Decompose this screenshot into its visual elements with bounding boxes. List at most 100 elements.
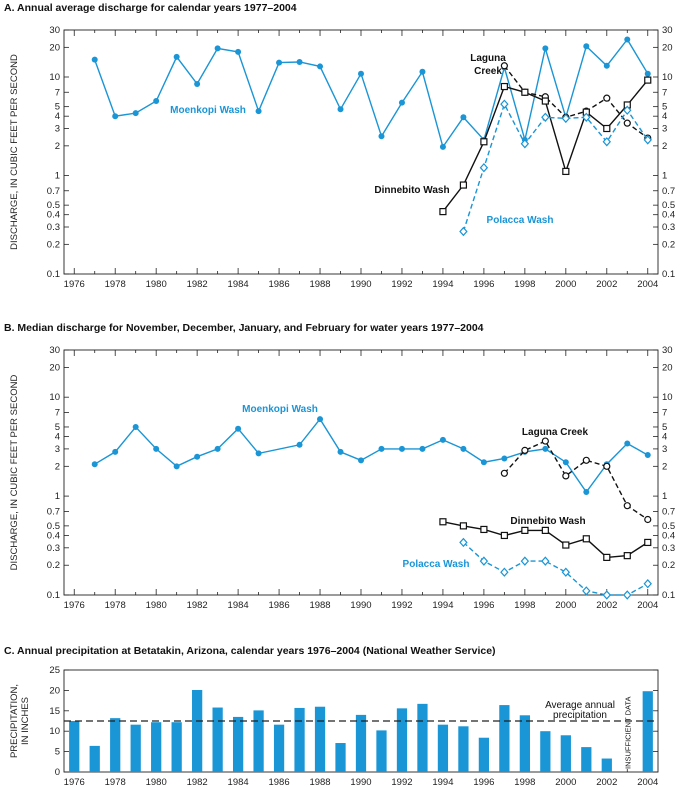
y-tick-label: 2 xyxy=(55,461,60,472)
point-moenkopi-wash xyxy=(644,452,651,459)
point-laguna-creek xyxy=(603,462,611,470)
y-tick-label-right: 0.2 xyxy=(662,560,675,571)
point-moenkopi-wash xyxy=(439,143,446,150)
point-moenkopi-wash xyxy=(624,36,631,43)
point-laguna-creek xyxy=(541,437,549,445)
point-polacca-wash xyxy=(541,112,550,122)
point-polacca-wash xyxy=(459,226,468,237)
bar-1999 xyxy=(540,731,551,772)
point-dinnebito-wash xyxy=(500,82,508,91)
y-tick-label-right: 7 xyxy=(662,87,667,98)
point-moenkopi-wash xyxy=(91,56,98,63)
point-moenkopi-wash xyxy=(644,70,651,77)
y-tick-label: 0.5 xyxy=(47,200,60,211)
y-tick-label-right: 0.7 xyxy=(662,186,675,197)
point-dinnebito-wash xyxy=(644,538,652,547)
average-label-line1: Average annual xyxy=(545,700,615,711)
point-laguna-creek xyxy=(623,502,631,510)
bar-1983 xyxy=(212,707,223,772)
point-dinnebito-wash xyxy=(500,531,508,540)
bar-1978 xyxy=(110,718,121,772)
y-tick-label: 20 xyxy=(49,362,60,373)
point-dinnebito-wash xyxy=(541,526,549,534)
x-tick-label: 1976 xyxy=(64,777,85,787)
panel-a-title: A. Annual average discharge for calendar… xyxy=(4,2,297,14)
annotation-laguna-creek: Laguna Creek xyxy=(522,427,589,438)
x-tick-label: 1992 xyxy=(391,279,412,290)
bar-1991 xyxy=(376,730,387,772)
x-tick-label: 1996 xyxy=(473,600,494,611)
plot-frame-a xyxy=(63,29,659,275)
bar-1990 xyxy=(355,714,367,772)
bar-2004 xyxy=(642,691,653,772)
point-laguna-creek xyxy=(521,446,529,454)
point-moenkopi-wash xyxy=(173,463,180,470)
y-tick-label-right: 5 xyxy=(662,422,667,433)
point-dinnebito-wash xyxy=(521,526,529,534)
y-tick-label-right: 1 xyxy=(662,491,667,502)
point-moenkopi-wash xyxy=(337,448,344,455)
y-tick-label-right: 0.4 xyxy=(662,530,675,541)
point-laguna-creek xyxy=(582,456,590,464)
annotation-polacca-wash: Polacca Wash xyxy=(403,559,470,570)
point-moenkopi-wash xyxy=(214,445,221,452)
x-tick-label: 1980 xyxy=(146,600,167,611)
y-tick-label-right: 0.7 xyxy=(662,506,675,517)
point-moenkopi-wash xyxy=(132,110,139,117)
panel-c-title: C. Annual precipitation at Betatakin, Ar… xyxy=(4,645,496,657)
x-tick-label: 2004 xyxy=(637,600,658,611)
y-tick-label: 4 xyxy=(55,111,60,122)
y-tick-label: 1 xyxy=(55,491,60,502)
y-tick-label-right: 30 xyxy=(662,25,673,36)
y-tick-label-right: 0.5 xyxy=(662,521,675,532)
y-tick-label: 7 xyxy=(55,408,60,419)
point-dinnebito-wash xyxy=(480,525,488,534)
annotation-dinnebito-wash: Dinnebito Wash xyxy=(374,185,449,196)
x-tick-label: 1986 xyxy=(268,600,289,611)
y-tick-label-right: 3 xyxy=(662,444,667,455)
x-tick-label: 1980 xyxy=(146,777,167,787)
point-moenkopi-wash xyxy=(235,48,242,55)
x-tick-label: 1982 xyxy=(187,279,208,290)
x-tick-label: 1988 xyxy=(309,600,330,611)
point-moenkopi-wash xyxy=(378,133,385,140)
x-tick-label: 2002 xyxy=(596,777,617,787)
point-polacca-wash xyxy=(561,567,571,577)
point-moenkopi-wash xyxy=(460,114,467,121)
y-tick-label-right: 20 xyxy=(662,42,673,53)
x-tick-label: 1996 xyxy=(473,279,494,290)
chart-b: 0.1 0.10.2 0.20.3 0.30.4 0.40.5 0.50.7 0.71 12 2… xyxy=(9,345,675,611)
y-tick-label-right: 1 xyxy=(662,170,667,181)
point-moenkopi-wash xyxy=(91,461,98,468)
point-moenkopi-wash xyxy=(624,440,631,447)
point-moenkopi-wash xyxy=(296,58,303,65)
y-tick-label-right: 10 xyxy=(662,392,673,403)
point-moenkopi-wash xyxy=(153,445,160,452)
x-tick-label: 1998 xyxy=(514,600,535,611)
point-moenkopi-wash xyxy=(398,445,405,452)
x-tick-label: 1996 xyxy=(473,777,494,787)
x-tick-label: 1984 xyxy=(228,600,249,611)
y-tick-label: 0 xyxy=(55,767,60,778)
bar-1976 xyxy=(69,721,80,772)
point-moenkopi-wash xyxy=(439,436,446,443)
y-tick-label: 0.7 xyxy=(47,186,60,197)
bar-2001 xyxy=(581,747,592,772)
point-moenkopi-wash xyxy=(276,59,283,66)
point-moenkopi-wash xyxy=(255,108,262,115)
point-dinnebito-wash xyxy=(521,88,529,96)
annotation-moenkopi-wash: Moenkopi Wash xyxy=(170,105,246,116)
x-tick-label: 1990 xyxy=(350,777,371,787)
point-moenkopi-wash xyxy=(235,425,242,432)
y-tick-label: 25 xyxy=(49,665,60,676)
bar-1997 xyxy=(499,705,510,772)
bar-1984 xyxy=(232,716,244,772)
point-polacca-wash xyxy=(623,590,632,600)
point-moenkopi-wash xyxy=(214,45,221,52)
point-moenkopi-wash xyxy=(296,441,303,448)
point-polacca-wash xyxy=(602,137,611,147)
bar-1988 xyxy=(314,706,326,772)
x-tick-label: 1990 xyxy=(350,279,371,290)
x-tick-label: 2000 xyxy=(555,600,576,611)
bar-1977 xyxy=(89,745,100,772)
